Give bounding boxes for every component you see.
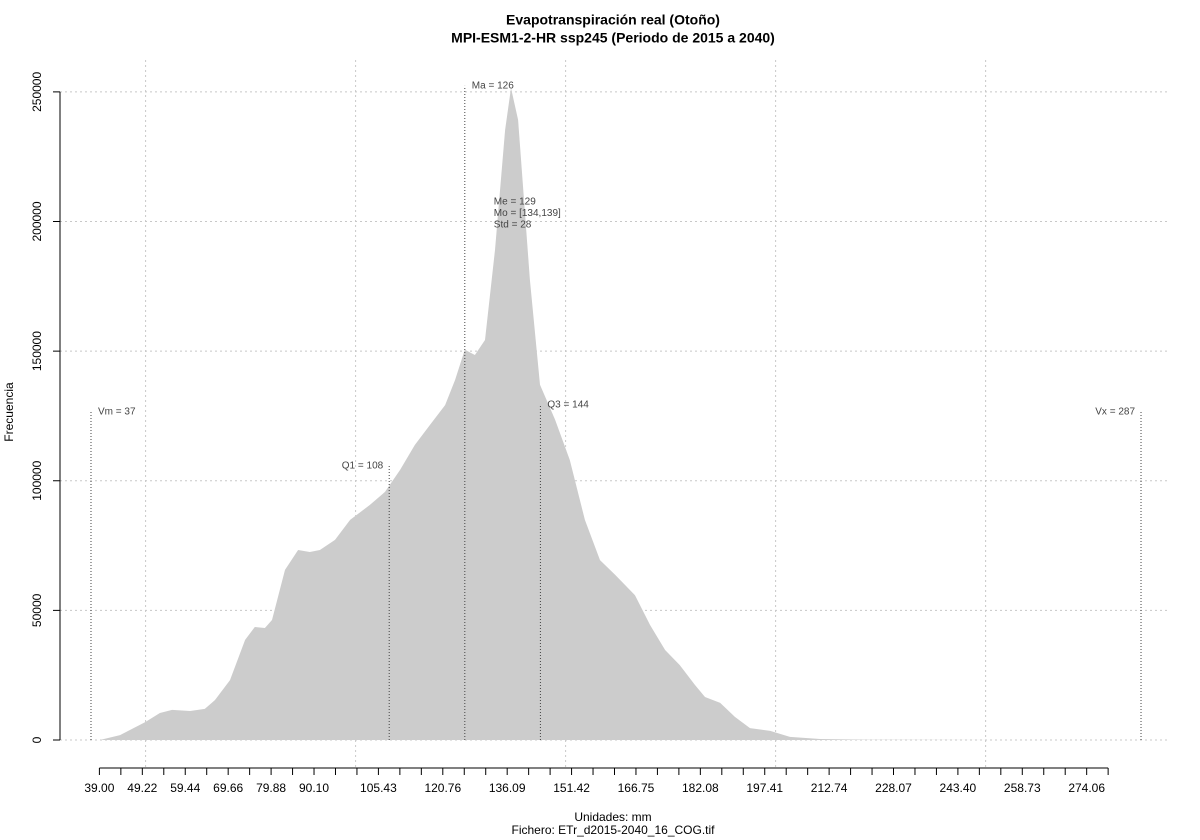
marker-label: Q3 = 144: [547, 400, 589, 411]
x-tick-label: 39.00: [84, 781, 114, 795]
stat-label: Me = 129: [494, 197, 536, 208]
y-tick-label: 250000: [30, 72, 44, 112]
x-tick-label: 49.22: [127, 781, 157, 795]
x-tick-label: 197.41: [746, 781, 783, 795]
x-tick-label: 274.06: [1068, 781, 1105, 795]
marker-label: Q1 = 108: [342, 461, 384, 472]
y-tick-label: 50000: [30, 593, 44, 627]
x-tick-label: 59.44: [170, 781, 200, 795]
y-tick-label: 100000: [30, 460, 44, 500]
x-tick-label: 151.42: [553, 781, 590, 795]
stat-label: Std = 28: [494, 220, 532, 231]
x-tick-label: 79.88: [256, 781, 286, 795]
x-tick-label: 258.73: [1004, 781, 1041, 795]
x-tick-label: 228.07: [875, 781, 912, 795]
x-tick-label: 212.74: [811, 781, 848, 795]
marker-label: Ma = 126: [472, 81, 514, 92]
stat-label: Mo = [134,139]: [494, 208, 561, 219]
x-tick-label: 166.75: [618, 781, 655, 795]
x-axis-label: Unidades: mm: [574, 810, 651, 824]
y-axis-label: Frecuencia: [2, 382, 16, 442]
y-tick-label: 200000: [30, 201, 44, 241]
x-tick-label: 182.08: [682, 781, 719, 795]
marker-label: Vm = 37: [98, 407, 136, 418]
marker-label: Vx = 287: [1095, 407, 1135, 418]
density-area: [99, 88, 1131, 740]
x-tick-label: 105.43: [360, 781, 397, 795]
x-tick-label: 90.10: [299, 781, 329, 795]
x-tick-label: 243.40: [940, 781, 977, 795]
chart-subtitle: MPI-ESM1-2-HR ssp245 (Periodo de 2015 a …: [451, 30, 775, 46]
x-tick-label: 120.76: [424, 781, 461, 795]
chart-title: Evapotranspiración real (Otoño): [506, 12, 720, 28]
x-tick-label: 69.66: [213, 781, 243, 795]
caption: Fichero: ETr_d2015-2040_16_COG.tif: [512, 823, 716, 837]
y-tick-label: 0: [30, 736, 44, 743]
x-tick-label: 136.09: [489, 781, 526, 795]
y-tick-label: 150000: [30, 331, 44, 371]
